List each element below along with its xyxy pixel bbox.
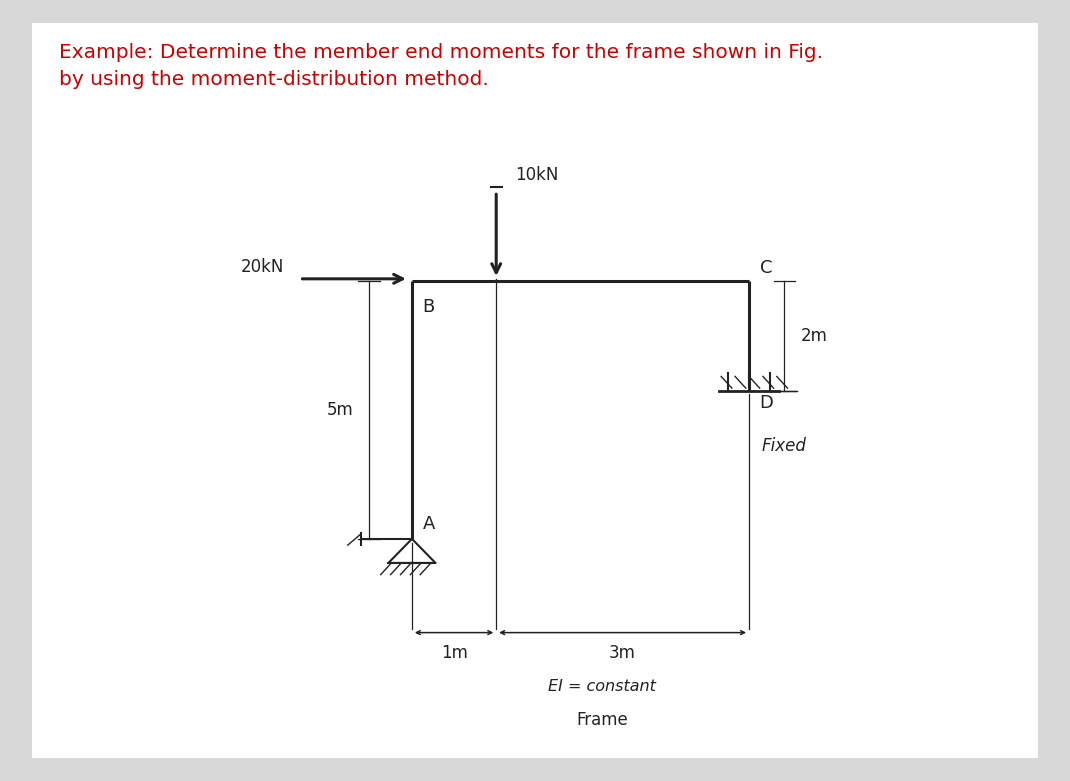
- Text: B: B: [423, 298, 434, 316]
- Text: Fixed: Fixed: [762, 437, 807, 455]
- Text: D: D: [760, 394, 774, 412]
- Text: 1m: 1m: [441, 644, 468, 662]
- Text: EI = constant: EI = constant: [548, 679, 656, 694]
- Text: Example: Determine the member end moments for the frame shown in Fig.: Example: Determine the member end moment…: [59, 43, 823, 62]
- Text: 2m: 2m: [800, 326, 827, 345]
- Text: 20kN: 20kN: [241, 259, 285, 276]
- Text: A: A: [423, 515, 435, 533]
- Text: C: C: [760, 259, 773, 277]
- Text: Frame: Frame: [576, 711, 628, 729]
- Text: by using the moment-distribution method.: by using the moment-distribution method.: [59, 70, 489, 89]
- Text: 10kN: 10kN: [516, 166, 559, 184]
- Text: 3m: 3m: [609, 644, 636, 662]
- FancyBboxPatch shape: [32, 23, 1038, 758]
- Text: 5m: 5m: [326, 401, 353, 419]
